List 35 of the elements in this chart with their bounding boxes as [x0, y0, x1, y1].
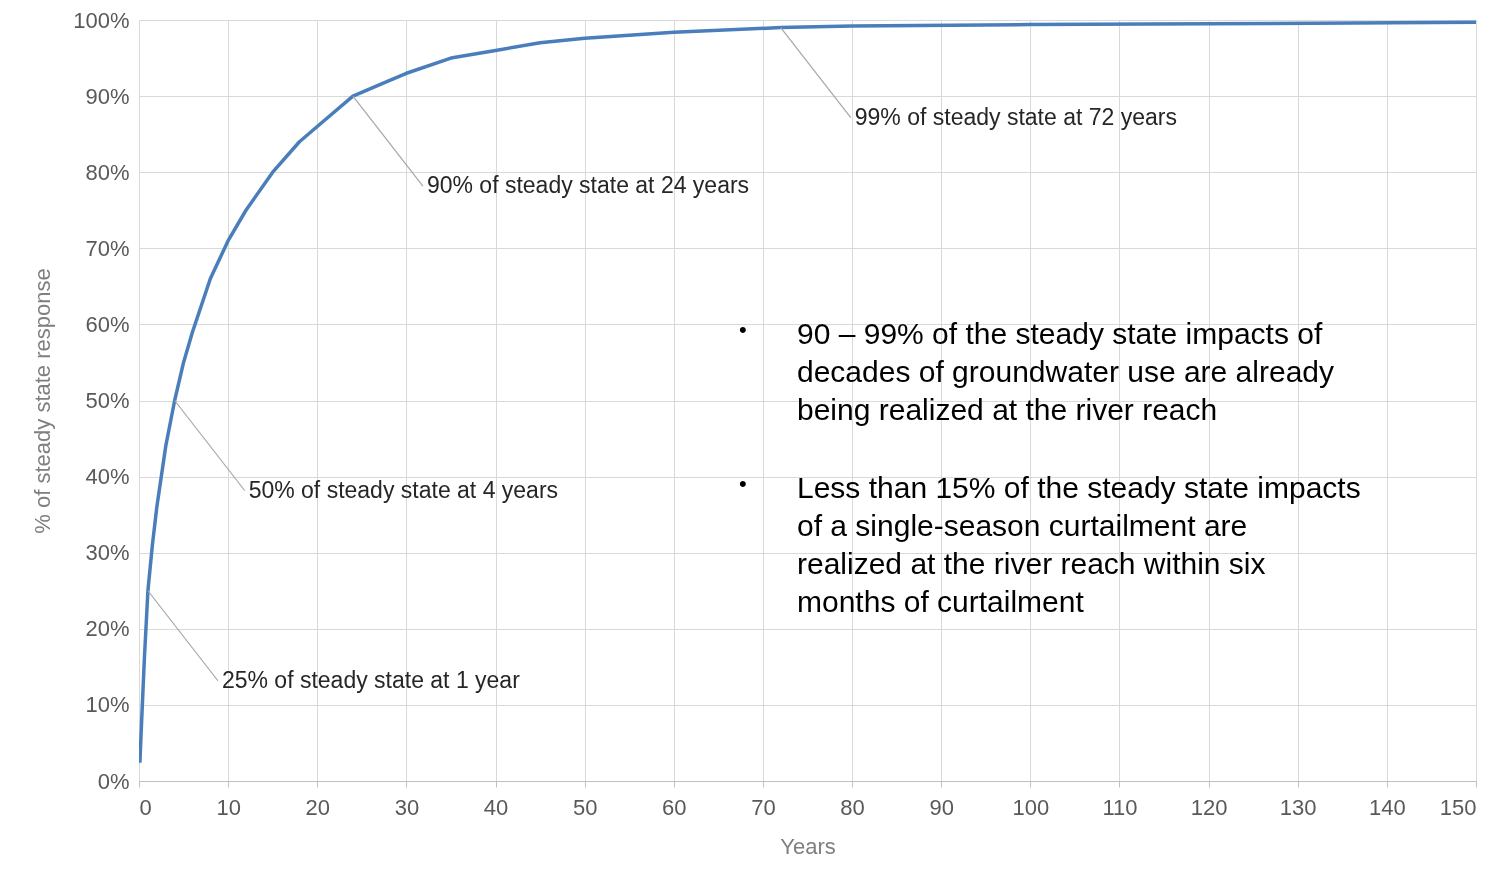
x-tick-label: 80 — [840, 794, 865, 820]
y-tick-label: 20% — [85, 616, 130, 642]
y-tick-label: 30% — [85, 540, 130, 566]
x-tick-label: 100 — [1012, 794, 1050, 820]
x-tick-label: 150 — [1439, 794, 1477, 820]
annotation: 50% of steady state at 4 years — [248, 476, 559, 503]
y-tick-label: 40% — [85, 464, 130, 490]
x-tick-label: 0 — [139, 794, 152, 820]
y-tick-label: 60% — [85, 311, 130, 337]
x-tick-label: 140 — [1369, 794, 1406, 820]
x-tick-label: 30 — [394, 794, 420, 820]
y-tick-label: 100% — [73, 7, 130, 33]
x-tick-label: 20 — [305, 794, 331, 820]
annotation: 25% of steady state at 1 year — [221, 666, 521, 693]
y-tick-label: 80% — [85, 159, 130, 185]
y-tick-label: 0% — [97, 768, 130, 794]
text: • 90 – 99% of the steady state impacts of decades of groundwater use are already being realized at the river reach — [739, 317, 1335, 426]
x-axis-title: Years — [780, 833, 836, 859]
x-tick-label: 10 — [216, 794, 241, 820]
y-tick-label: 10% — [85, 692, 130, 718]
x-tick-label: 110 — [1102, 794, 1138, 820]
y-tick-label: 50% — [85, 388, 130, 413]
y-axis-title: % of steady state response — [30, 268, 56, 534]
x-tick-label: 90 — [929, 794, 954, 820]
y-tick-label: 70% — [85, 235, 130, 261]
x-tick-label: 40 — [483, 794, 509, 820]
x-tick-label: 70 — [751, 794, 776, 820]
annotation: 90% of steady state at 24 years — [426, 172, 750, 199]
y-tick-label: 90% — [85, 83, 130, 109]
x-tick-label: 130 — [1279, 794, 1317, 820]
x-tick-label: 60 — [662, 794, 687, 820]
text: • Less than 15% of the steady state impacts of a single-season curtailment are realized at the river reach within six months of curtailment — [739, 471, 1361, 618]
annotation: 99% of steady state at 72 years — [854, 103, 1177, 130]
x-tick-label: 50 — [572, 794, 598, 820]
x-tick-label: 120 — [1190, 794, 1228, 820]
